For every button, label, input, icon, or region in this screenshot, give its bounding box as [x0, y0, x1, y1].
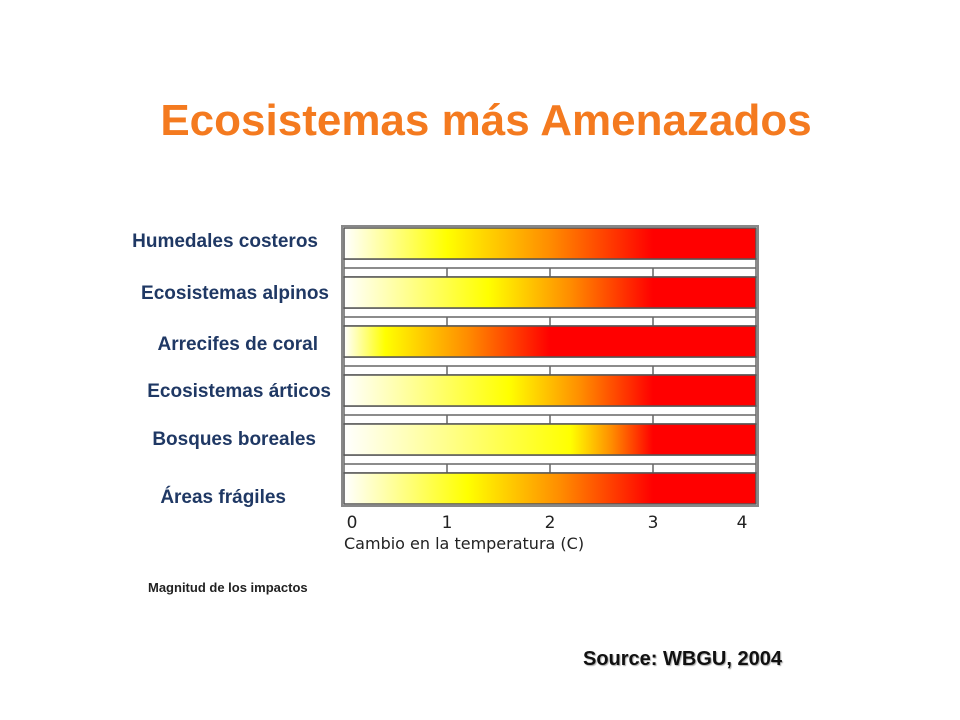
impact-bar-2: [343, 276, 757, 309]
bars-layer: [341, 225, 759, 507]
page-title: Ecosistemas más Amenazados: [160, 96, 812, 145]
row-label-1: Humedales costeros: [132, 231, 318, 252]
x-tick-label: 1: [442, 513, 453, 533]
impact-bar-6: [343, 472, 757, 505]
impact-bar-3: [343, 325, 757, 358]
row-label-4: Ecosistemas árticos: [147, 381, 331, 402]
impact-bar-5: [343, 423, 757, 456]
row-label-3: Arrecifes de coral: [157, 334, 318, 355]
x-tick-label: 2: [545, 513, 556, 533]
labels-layer: Humedales costeros Ecosistemas alpinos Arr…: [132, 231, 331, 508]
impact-magnitude-label: Magnitud de los impactos: [148, 580, 308, 595]
row-label-6: Áreas frágiles: [160, 486, 286, 508]
x-tick-label: 3: [648, 513, 659, 533]
row-label-2: Ecosistemas alpinos: [141, 283, 329, 304]
x-axis-title: Cambio en la temperatura (C): [344, 534, 584, 553]
x-tick-label: 0: [347, 513, 358, 533]
source-note: Source: WBGU, 2004: [583, 648, 782, 670]
ticks-layer: 0 1 2 3 4: [347, 513, 748, 533]
impact-bar-4: [343, 374, 757, 407]
impact-bar-1: [343, 227, 757, 260]
x-tick-label: 4: [737, 513, 748, 533]
row-label-5: Bosques boreales: [152, 429, 316, 450]
